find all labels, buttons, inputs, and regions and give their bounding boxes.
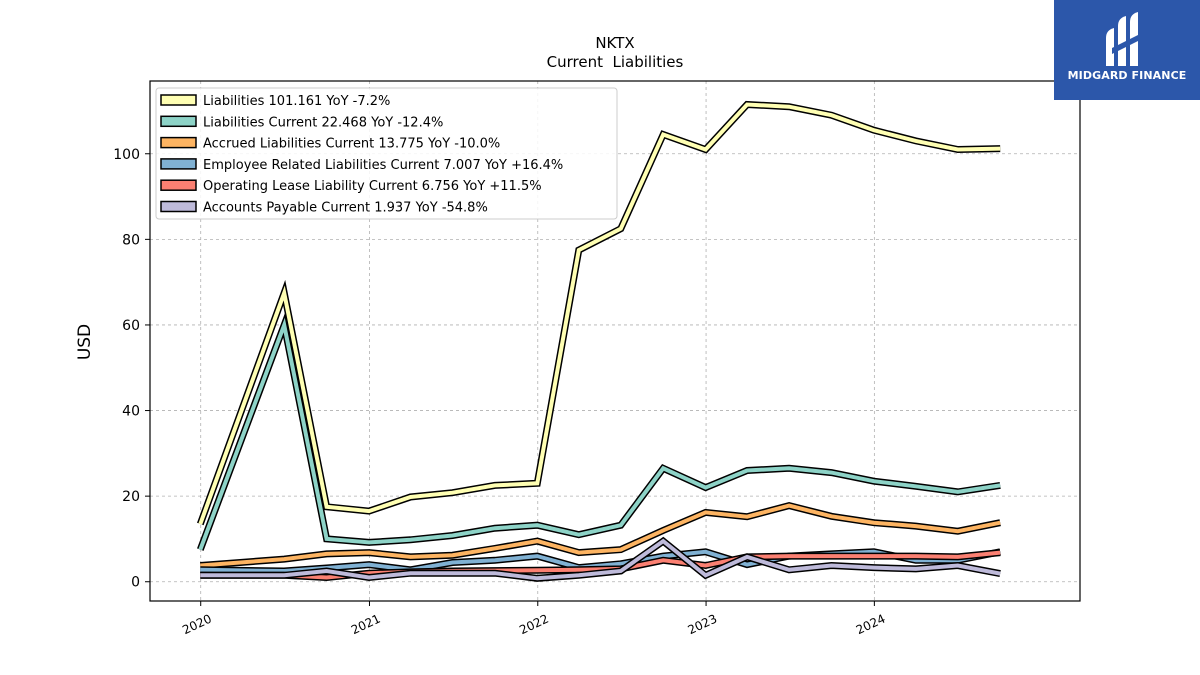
legend-entry: Liabilities Current 22.468 YoY -12.4% bbox=[160, 115, 443, 130]
legend-entry: Employee Related Liabilities Current 7.0… bbox=[160, 158, 563, 173]
legend-box bbox=[155, 87, 618, 220]
series-employee-related-liabilities-current bbox=[200, 548, 1001, 575]
x-tick-label: 2020 bbox=[180, 612, 214, 638]
legend-entry: Accounts Payable Current 1.937 YoY -54.8… bbox=[160, 200, 488, 216]
chart-title: NKTX bbox=[595, 34, 634, 52]
y-axis: 0 20 40 60 80 100 bbox=[113, 147, 150, 591]
legend-swatch bbox=[160, 179, 197, 191]
legend-entry: Operating Lease Liability Current 6.756 … bbox=[160, 179, 542, 194]
brand-logo: MIDGARD FINANCE bbox=[1054, 0, 1200, 100]
series-liabilities-current bbox=[197, 312, 1001, 551]
x-axis: 2020 2021 2022 2023 2024 bbox=[180, 601, 887, 637]
x-tick-label: 2022 bbox=[517, 612, 551, 638]
legend-entry: Accrued Liabilities Current 13.775 YoY -… bbox=[160, 136, 500, 152]
series-accounts-payable-current bbox=[200, 536, 1001, 582]
legend-label: Liabilities 101.161 YoY -7.2% bbox=[203, 94, 390, 109]
series-line bbox=[198, 102, 1001, 525]
series-line bbox=[200, 538, 1001, 581]
legend-label: Liabilities Current 22.468 YoY -12.4% bbox=[203, 115, 443, 130]
legend-swatch bbox=[160, 115, 197, 128]
legend-swatch bbox=[160, 158, 197, 170]
y-tick-label: 60 bbox=[122, 318, 140, 334]
legend-label: Accrued Liabilities Current 13.775 YoY -… bbox=[203, 137, 500, 152]
legend-label: Operating Lease Liability Current 6.756 … bbox=[203, 179, 542, 194]
y-tick-label: 20 bbox=[122, 489, 140, 505]
y-tick-label: 0 bbox=[131, 575, 140, 591]
plot-frame bbox=[149, 80, 1081, 602]
legend-swatch bbox=[160, 136, 197, 149]
series-liabilities bbox=[197, 100, 1001, 526]
chart-subtitle: Current Liabilities bbox=[547, 53, 684, 71]
x-tick-label: 2021 bbox=[349, 612, 383, 638]
x-tick-label: 2024 bbox=[854, 612, 888, 638]
series-line bbox=[200, 503, 1001, 568]
series-lines bbox=[197, 100, 1001, 582]
y-tick-label: 40 bbox=[122, 404, 140, 420]
legend-entry: Liabilities 101.161 YoY -7.2% bbox=[160, 94, 390, 109]
legend: Liabilities 101.161 YoY -7.2% Liabilities… bbox=[155, 87, 618, 220]
x-tick-label: 2023 bbox=[686, 612, 720, 638]
y-tick-label: 100 bbox=[113, 147, 140, 163]
series-line bbox=[200, 549, 1001, 574]
series-accrued-liabilities-current bbox=[200, 501, 1001, 569]
legend-swatch bbox=[160, 94, 197, 106]
y-tick-label: 80 bbox=[122, 232, 140, 248]
legend-swatch bbox=[160, 200, 197, 213]
series-line bbox=[198, 317, 1001, 551]
midgard-mark-icon bbox=[1106, 12, 1140, 66]
legend-label: Employee Related Liabilities Current 7.0… bbox=[203, 158, 563, 173]
y-axis-label: USD bbox=[75, 324, 95, 360]
brand-name: MIDGARD FINANCE bbox=[1067, 69, 1187, 82]
legend-label: Accounts Payable Current 1.937 YoY -54.8… bbox=[203, 201, 488, 216]
